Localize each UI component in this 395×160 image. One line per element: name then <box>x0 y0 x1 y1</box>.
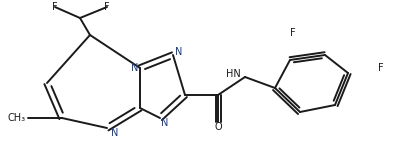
Text: CH₃: CH₃ <box>8 113 26 123</box>
Text: F: F <box>52 2 58 12</box>
Text: F: F <box>290 28 296 38</box>
Text: N: N <box>131 63 138 73</box>
Text: N: N <box>161 118 169 128</box>
Text: N: N <box>175 47 182 57</box>
Text: O: O <box>214 122 222 132</box>
Text: HN: HN <box>226 69 241 79</box>
Text: N: N <box>111 128 118 138</box>
Text: F: F <box>378 63 384 73</box>
Text: F: F <box>104 2 110 12</box>
